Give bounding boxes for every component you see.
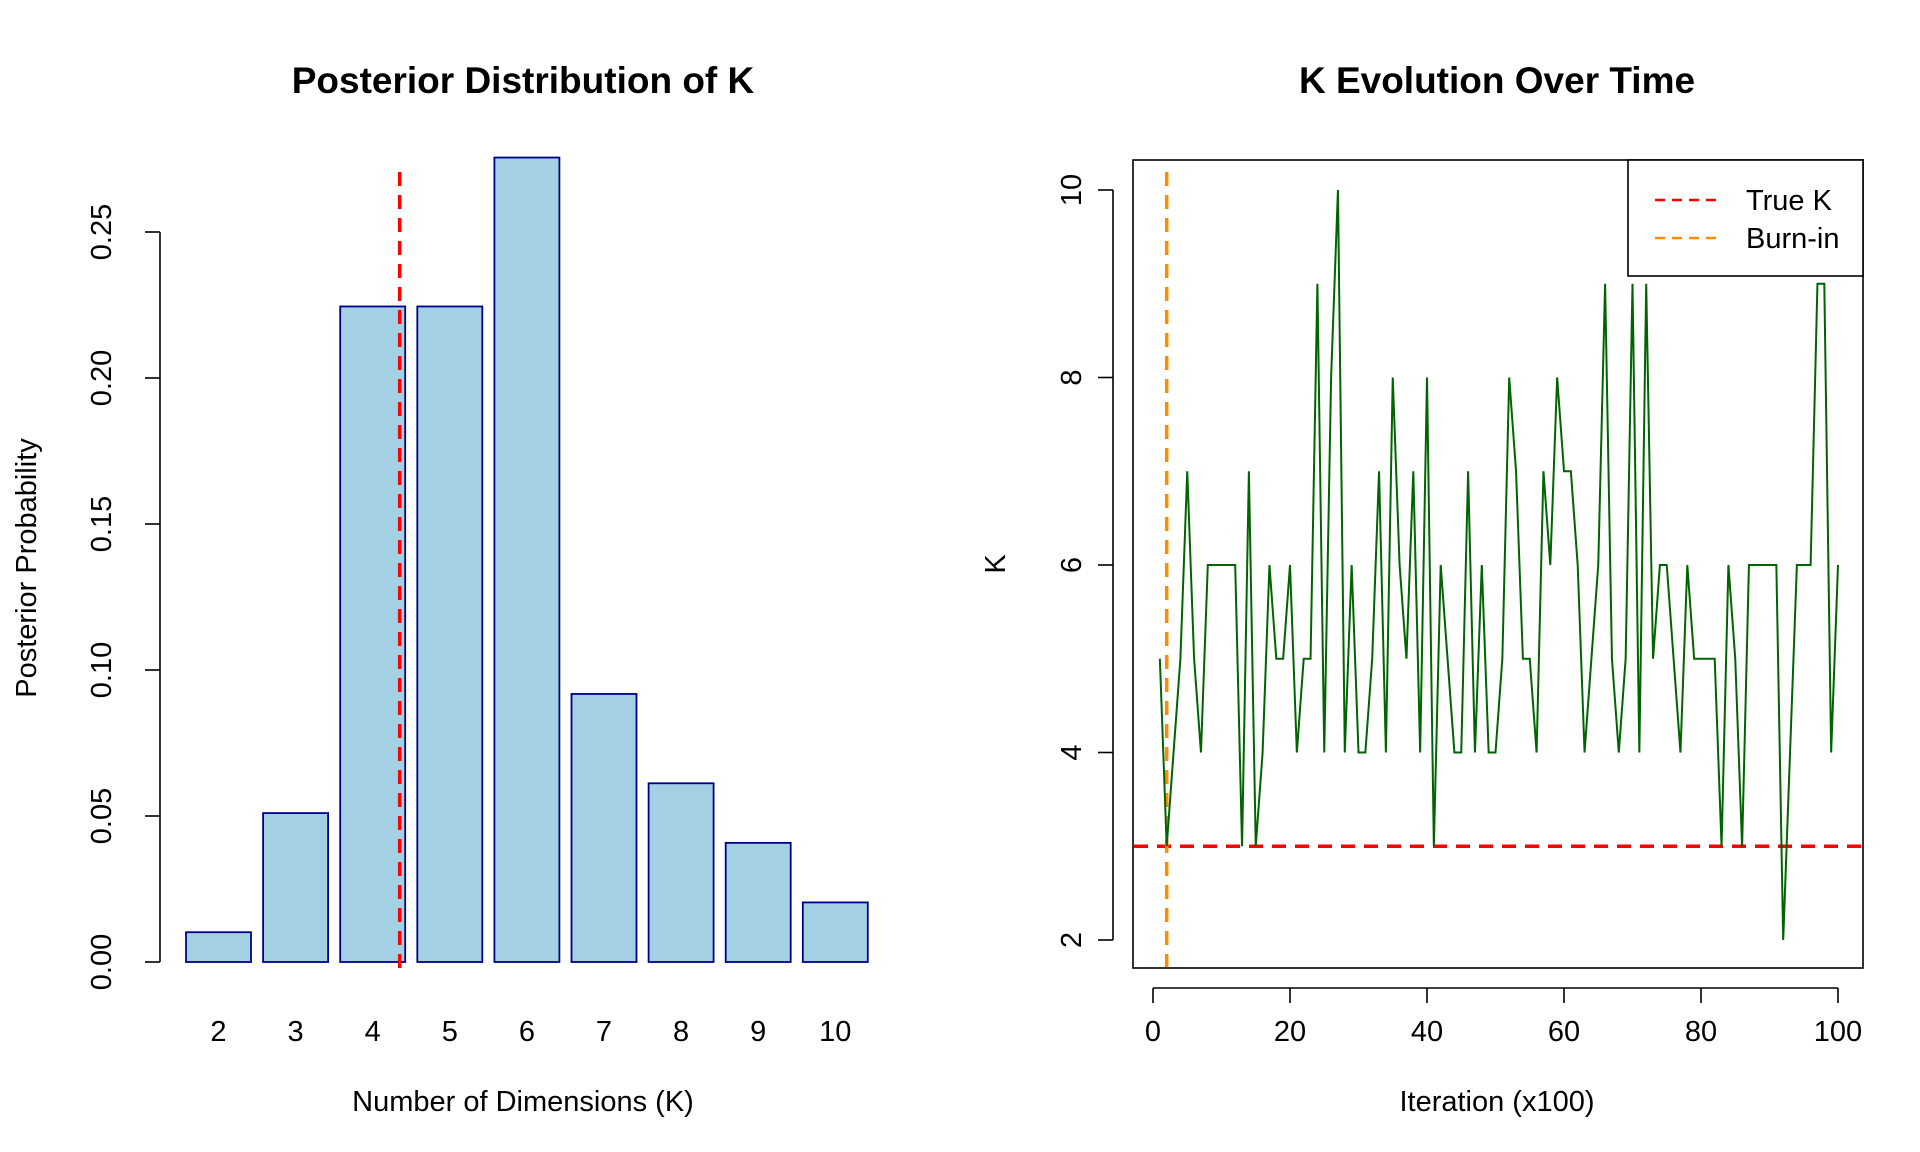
right-axes: 0 20 40 60 80 100 2 4 6 8 10	[1056, 174, 1862, 1048]
left-x-tick-label: 4	[365, 1016, 381, 1048]
left-y-tick-label: 0.25	[86, 204, 118, 260]
left-x-tick-label: 6	[519, 1016, 535, 1048]
right-x-tick-label: 60	[1548, 1016, 1580, 1048]
bar	[493, 156, 561, 963]
left-bars	[185, 156, 869, 963]
bar	[570, 693, 638, 963]
left-x-tick-labels: 2 3 4 5 6 7 8 9 10	[210, 1016, 851, 1048]
left-x-tick-label: 8	[673, 1016, 689, 1048]
right-x-tick-label: 20	[1274, 1016, 1306, 1048]
left-y-tick-label: 0.20	[86, 350, 118, 406]
right-x-tick-label: 40	[1411, 1016, 1443, 1048]
right-y-tick-label: 8	[1056, 369, 1088, 385]
left-x-tick-label: 2	[210, 1016, 226, 1048]
bar	[416, 305, 484, 963]
right-plot-frame	[1132, 159, 1864, 969]
left-x-tick-label: 5	[442, 1016, 458, 1048]
right-x-axis-label: Iteration (x100)	[1399, 1086, 1594, 1118]
legend-box	[1627, 159, 1864, 277]
left-x-axis-label: Number of Dimensions (K)	[352, 1086, 694, 1118]
right-x-tick-label: 0	[1145, 1016, 1161, 1048]
left-y-tick-label: 0.15	[86, 496, 118, 552]
left-chart-title: Posterior Distribution of K	[292, 60, 755, 101]
right-chart-title: K Evolution Over Time	[1299, 60, 1695, 101]
left-x-tick-label: 9	[750, 1016, 766, 1048]
right-x-tick-label: 80	[1685, 1016, 1717, 1048]
left-y-tick-label: 0.00	[86, 934, 118, 990]
left-x-tick-label: 7	[596, 1016, 612, 1048]
right-reference-lines	[1134, 172, 1862, 967]
left-x-tick-label: 3	[288, 1016, 304, 1048]
left-x-tick-label: 10	[819, 1016, 851, 1048]
posterior-panel: Posterior Distribution of K Number of Di…	[11, 60, 869, 1118]
k-trace-line	[1158, 189, 1839, 941]
legend-label-burn-in: Burn-in	[1746, 223, 1840, 255]
left-y-tick-label: 0.10	[86, 642, 118, 698]
bar	[801, 901, 869, 963]
left-y-tick-label: 0.05	[86, 788, 118, 844]
bar	[647, 782, 715, 963]
left-y-axis-label: Posterior Probability	[11, 438, 43, 698]
bar	[185, 931, 252, 963]
legend-label-true-k: True K	[1746, 185, 1833, 217]
right-x-tick-label: 100	[1814, 1016, 1862, 1048]
right-y-tick-label: 4	[1056, 744, 1088, 760]
left-y-axis: 0.00 0.05 0.10 0.15 0.20 0.25	[86, 204, 161, 990]
bar	[724, 841, 792, 963]
trace-panel: K Evolution Over Time Iteration (x100) K…	[980, 60, 1864, 1118]
right-y-tick-label: 6	[1056, 557, 1088, 573]
legend: True K Burn-in	[1627, 159, 1864, 277]
right-y-axis-label: K	[980, 554, 1012, 574]
right-y-tick-label: 2	[1056, 932, 1088, 948]
right-y-tick-label: 10	[1056, 174, 1088, 206]
bar	[339, 305, 407, 963]
bar	[262, 812, 330, 963]
